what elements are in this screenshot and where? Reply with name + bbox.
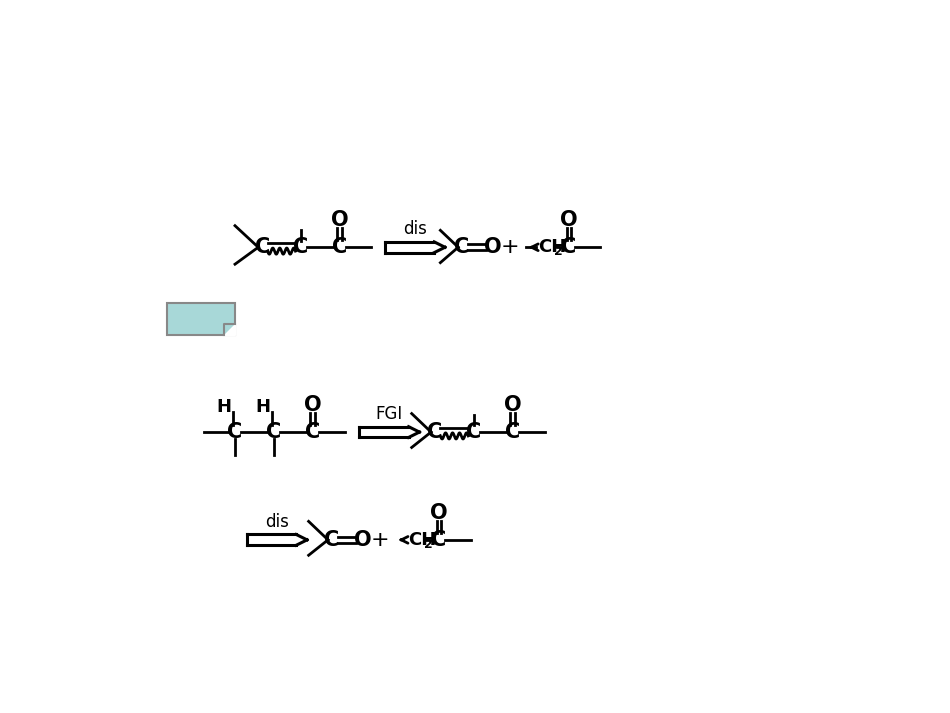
Text: dis: dis (265, 513, 289, 530)
Text: FGI: FGI (375, 405, 403, 423)
Text: CH: CH (538, 238, 566, 256)
Text: O: O (504, 395, 522, 415)
Polygon shape (224, 324, 235, 335)
Text: O: O (304, 395, 321, 415)
Text: C: C (305, 422, 320, 442)
Text: C: C (255, 237, 270, 257)
Text: +: + (501, 237, 520, 257)
Text: C: C (428, 422, 443, 442)
FancyBboxPatch shape (167, 303, 235, 335)
Text: C: C (466, 422, 482, 442)
Text: C: C (324, 530, 339, 550)
Text: C: C (266, 422, 281, 442)
Text: C: C (431, 530, 446, 550)
Text: O: O (484, 237, 502, 257)
Text: H: H (256, 399, 271, 416)
Text: +: + (370, 530, 389, 550)
Text: O: O (354, 530, 371, 550)
Text: 2: 2 (424, 538, 433, 551)
Text: C: C (227, 422, 242, 442)
Text: H: H (217, 399, 232, 416)
Text: dis: dis (403, 220, 427, 238)
Text: C: C (454, 237, 469, 257)
Text: O: O (560, 210, 578, 230)
Text: C: C (504, 422, 520, 442)
Text: 2: 2 (554, 245, 563, 258)
Text: O: O (430, 503, 447, 523)
Text: C: C (332, 237, 348, 257)
Text: C: C (294, 237, 309, 257)
Text: CH: CH (408, 531, 436, 549)
Text: O: O (331, 210, 349, 230)
Text: C: C (561, 237, 577, 257)
